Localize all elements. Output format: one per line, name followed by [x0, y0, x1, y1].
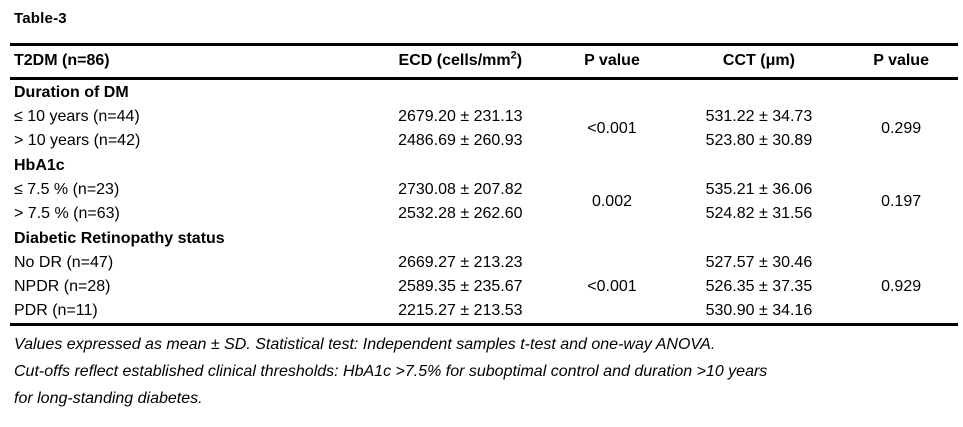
section-header-row-hba1c: HbA1c: [10, 153, 958, 178]
cell-ecd: 2679.20 ± 231.13: [398, 108, 523, 125]
table-row: PDR (n=11) 2215.27 ± 213.53 530.90 ± 34.…: [10, 299, 958, 325]
note-line: Cut-offs reflect established clinical th…: [14, 363, 768, 380]
table-row: ≤ 7.5 % (n=23) 2730.08 ± 207.82 0.002 53…: [10, 178, 958, 210]
cell-cct: 530.90 ± 34.16: [705, 302, 813, 319]
col-header-pvalue-ecd: P value: [550, 44, 674, 80]
cell-cct: 526.35 ± 37.35: [705, 278, 813, 295]
table-header-row: T2DM (n=86) ECD (cells/mm2) P value CCT …: [10, 44, 958, 80]
note-line: for long-standing diabetes.: [14, 390, 203, 407]
section-header-row-duration: Duration of DM: [10, 79, 958, 106]
row-label: No DR (n=47): [14, 254, 114, 271]
col-header-pvalue-cct: P value: [844, 44, 958, 80]
row-label: > 10 years (n=42): [14, 132, 141, 149]
row-label: ≤ 10 years (n=44): [14, 108, 140, 125]
cell-pvalue-cct: 0.929: [881, 278, 922, 295]
row-label: ≤ 7.5 % (n=23): [14, 181, 120, 198]
section-label: HbA1c: [14, 157, 65, 174]
table-row: > 10 years (n=42) 2486.69 ± 260.93 523.8…: [10, 129, 958, 153]
cell-pvalue-ecd: 0.002: [591, 193, 632, 210]
row-label: PDR (n=11): [14, 302, 98, 319]
cell-cct: 527.57 ± 30.46: [705, 254, 813, 271]
cell-cct: 523.80 ± 30.89: [705, 132, 813, 149]
table-row: > 7.5 % (n=63) 2532.28 ± 262.60 524.82 ±…: [10, 202, 958, 226]
row-label: NPDR (n=28): [14, 278, 111, 295]
cell-cct: 531.22 ± 34.73: [705, 108, 813, 125]
cell-pvalue-ecd: <0.001: [587, 120, 637, 137]
section-label: Diabetic Retinopathy status: [14, 230, 225, 247]
cell-cct: 535.21 ± 36.06: [705, 181, 813, 198]
row-label: > 7.5 % (n=63): [14, 205, 120, 222]
col-header-group: T2DM (n=86): [10, 44, 371, 80]
cell-cct: 524.82 ± 31.56: [705, 205, 813, 222]
cell-ecd: 2215.27 ± 213.53: [398, 302, 523, 319]
table-row: NPDR (n=28) 2589.35 ± 235.67 526.35 ± 37…: [10, 275, 958, 299]
superscript-2: 2: [510, 49, 517, 62]
cell-pvalue-ecd: <0.001: [587, 278, 637, 295]
note-line: Values expressed as mean ± SD. Statistic…: [14, 336, 716, 353]
section-label: Duration of DM: [14, 84, 129, 101]
cell-pvalue-cct: 0.197: [881, 193, 922, 210]
cell-pvalue-cct: 0.299: [881, 120, 922, 137]
cell-ecd: 2669.27 ± 213.23: [398, 254, 523, 271]
table-notes: Values expressed as mean ± SD. Statistic…: [10, 331, 958, 412]
col-header-cct: CCT (μm): [673, 44, 845, 80]
table-row: ≤ 10 years (n=44) 2679.20 ± 231.13 <0.00…: [10, 105, 958, 137]
table-row: No DR (n=47) 2669.27 ± 213.23 <0.001 527…: [10, 251, 958, 295]
col-header-ecd: ECD (cells/mm2): [370, 44, 551, 80]
cell-ecd: 2730.08 ± 207.82: [398, 181, 523, 198]
cell-ecd: 2486.69 ± 260.93: [398, 132, 523, 149]
data-table: T2DM (n=86) ECD (cells/mm2) P value CCT …: [10, 43, 958, 326]
section-header-row-dr: Diabetic Retinopathy status: [10, 226, 958, 251]
cell-ecd: 2532.28 ± 262.60: [398, 205, 523, 222]
cell-ecd: 2589.35 ± 235.67: [398, 278, 523, 295]
table-title: Table-3: [14, 10, 67, 27]
